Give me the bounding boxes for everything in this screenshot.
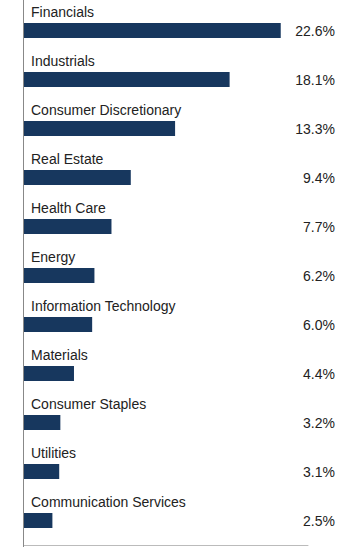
svg-text:4.4%: 4.4% — [303, 366, 335, 382]
svg-text:Information Technology: Information Technology — [31, 298, 176, 314]
svg-text:6.2%: 6.2% — [303, 268, 335, 284]
svg-text:22.6%: 22.6% — [295, 23, 335, 39]
svg-text:13.3%: 13.3% — [295, 121, 335, 137]
svg-text:3.1%: 3.1% — [303, 464, 335, 480]
svg-text:Consumer Discretionary: Consumer Discretionary — [31, 102, 181, 118]
svg-text:Materials: Materials — [31, 347, 88, 363]
svg-text:18.1%: 18.1% — [295, 72, 335, 88]
svg-text:Financials: Financials — [31, 4, 94, 20]
svg-text:6.0%: 6.0% — [303, 317, 335, 333]
svg-text:Health Care: Health Care — [31, 200, 106, 216]
svg-text:9.4%: 9.4% — [303, 170, 335, 186]
svg-text:Consumer Staples: Consumer Staples — [31, 396, 146, 412]
svg-text:7.7%: 7.7% — [303, 219, 335, 235]
svg-text:Energy: Energy — [31, 249, 75, 265]
svg-text:2.5%: 2.5% — [303, 513, 335, 529]
svg-text:Industrials: Industrials — [31, 53, 95, 69]
svg-text:Communication Services: Communication Services — [31, 494, 186, 510]
svg-text:3.2%: 3.2% — [303, 415, 335, 431]
svg-text:Real Estate: Real Estate — [31, 151, 104, 167]
svg-text:Utilities: Utilities — [31, 445, 76, 461]
